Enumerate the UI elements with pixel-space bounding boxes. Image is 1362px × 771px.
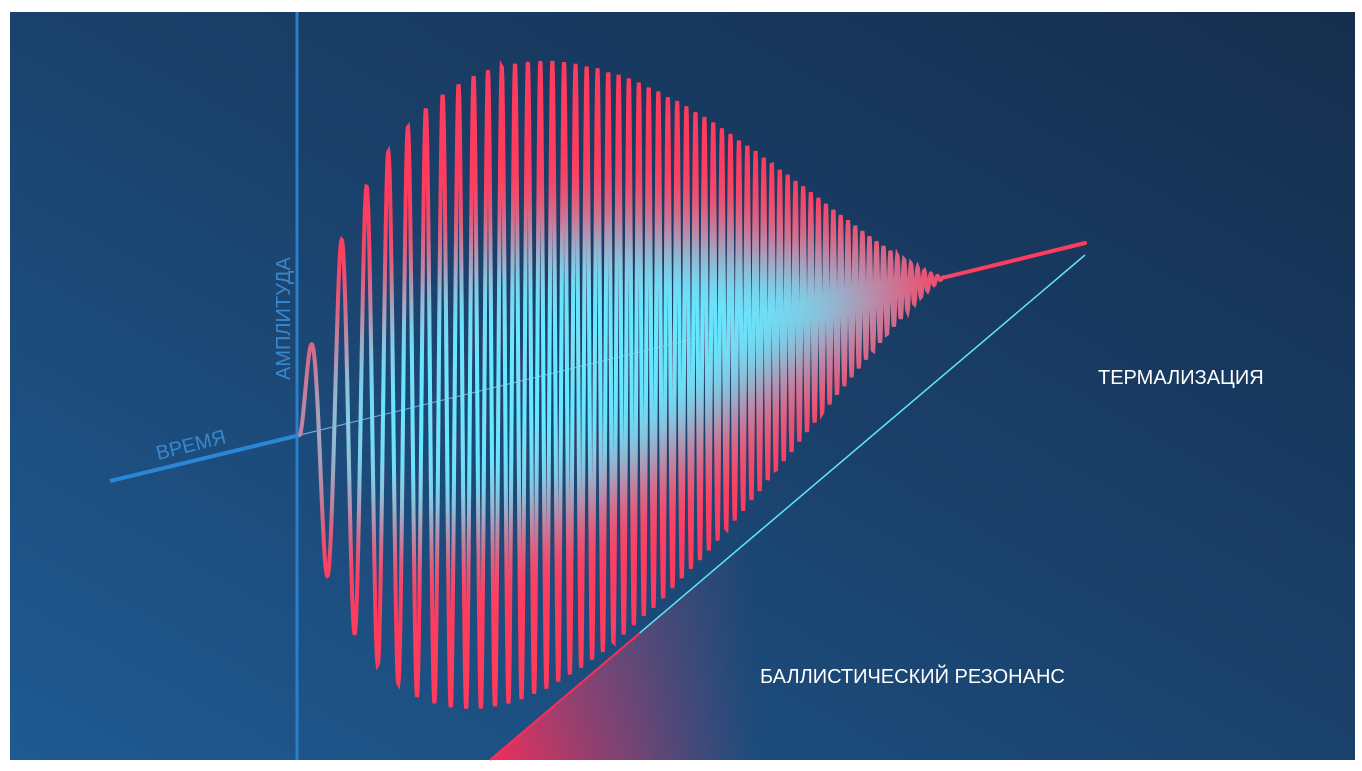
amplitude-label: АМПЛИТУДА — [273, 257, 295, 380]
resonance-edge-red — [489, 632, 641, 761]
ballistic-resonance-label: БАЛЛИСТИЧЕСКИЙ РЕЗОНАНС — [760, 664, 1065, 688]
wave — [298, 59, 1087, 710]
wave-core — [298, 59, 1087, 710]
thermalization-label: ТЕРМАЛИЗАЦИЯ — [1098, 367, 1264, 389]
time-axis — [109, 433, 301, 483]
